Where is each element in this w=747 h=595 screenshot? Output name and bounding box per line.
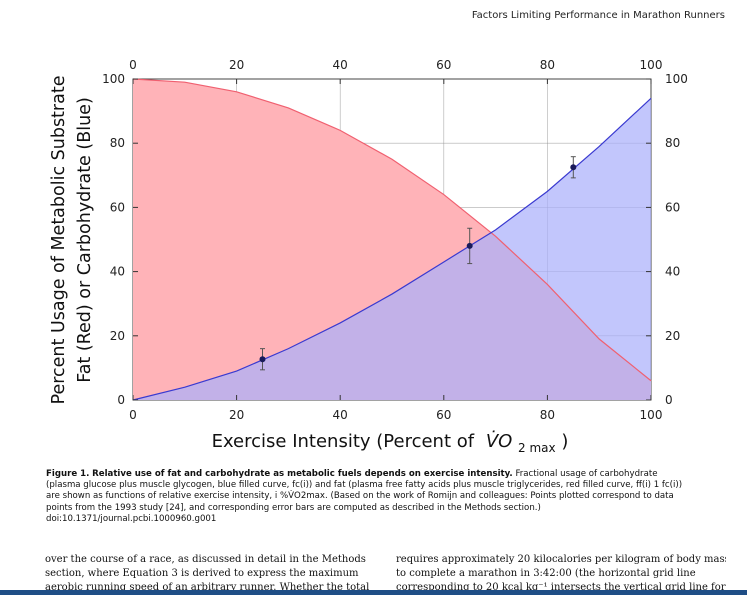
y-tick-label-left: 100 xyxy=(102,72,125,86)
caption-bold-title: Relative use of fat and carbohydrate as … xyxy=(92,469,513,479)
x-tick-label-top: 80 xyxy=(540,58,555,72)
data-point xyxy=(466,242,473,249)
body-left-line-1: over the course of a race, as discussed … xyxy=(45,554,366,565)
caption-line-3: are shown as functions of relative exerc… xyxy=(46,491,674,502)
body-column-right: requires approximately 20 kilocalories p… xyxy=(396,553,726,595)
x-axis-title-subscript: 2 max xyxy=(518,441,556,455)
x-tick-label-bottom: 60 xyxy=(436,408,451,422)
caption-line-2: (plasma glucose plus muscle glycogen, bl… xyxy=(46,480,683,491)
y-tick-label-right: 0 xyxy=(665,393,673,407)
x-tick-label-bottom: 100 xyxy=(640,408,663,422)
y-tick-label-right: 20 xyxy=(665,329,680,343)
figure-caption: Figure 1. Relative use of fat and carboh… xyxy=(46,469,724,525)
series-line-carbohydrate xyxy=(132,97,652,401)
body-left-line-2: section, where Equation 3 is derived to … xyxy=(45,568,359,579)
y-tick-label-left: 0 xyxy=(117,393,125,407)
x-tick-label-bottom: 40 xyxy=(333,408,348,422)
x-axis-title-text: Exercise Intensity (Percent of xyxy=(212,431,475,452)
series-line-fat xyxy=(132,78,652,382)
y-tick-label-right: 100 xyxy=(665,72,688,86)
y-tick-label-left: 20 xyxy=(110,329,125,343)
y-tick-label-left: 60 xyxy=(110,200,125,214)
y-tick-label-right: 40 xyxy=(665,265,680,279)
page-bottom-bar xyxy=(0,590,747,595)
x-tick-label-bottom: 20 xyxy=(229,408,244,422)
x-tick-label-bottom: 0 xyxy=(129,408,137,422)
x-tick-label-bottom: 80 xyxy=(540,408,555,422)
caption-doi[interactable]: doi:10.1371/journal.pcbi.1000960.g001 xyxy=(46,513,217,524)
x-axis-title-symbol: V̇O xyxy=(486,431,512,452)
y-axis-title-line2: Fat (Red) or Carbohydrate (Blue) xyxy=(75,97,95,383)
body-right-line-3: corresponding to 20 kcal kg⁻¹ intersects… xyxy=(396,582,726,593)
body-column-left: over the course of a race, as discussed … xyxy=(45,553,375,595)
data-point xyxy=(570,164,577,171)
x-tick-label-top: 60 xyxy=(436,58,451,72)
data-point xyxy=(259,356,266,363)
body-right-line-2: to complete a marathon in 3:42:00 (the h… xyxy=(396,568,696,579)
caption-label: Figure 1. xyxy=(46,469,90,479)
caption-line-1: Figure 1. Relative use of fat and carboh… xyxy=(46,469,724,480)
x-axis-title: Exercise Intensity (Percent of V̇O 2 max… xyxy=(212,431,569,457)
x-tick-label-top: 100 xyxy=(640,58,663,72)
x-tick-label-top: 40 xyxy=(333,58,348,72)
y-axis-title-line1: Percent Usage of Metabolic Substrate xyxy=(49,76,69,405)
x-tick-label-top: 0 xyxy=(129,58,137,72)
body-left-line-3: aerobic running speed of an arbitrary ru… xyxy=(45,582,370,593)
y-tick-label-left: 40 xyxy=(110,265,125,279)
y-tick-label-right: 60 xyxy=(665,200,680,214)
running-header: Factors Limiting Performance in Marathon… xyxy=(471,10,725,21)
caption-line-4: points from the 1993 study [24], and cor… xyxy=(46,502,541,513)
y-tick-label-left: 80 xyxy=(110,136,125,150)
x-tick-label-top: 20 xyxy=(229,58,244,72)
body-right-line-1: requires approximately 20 kilocalories p… xyxy=(396,554,726,565)
y-tick-label-right: 80 xyxy=(665,136,680,150)
series-area-carbohydrate xyxy=(133,98,651,400)
caption-line1-rest: Fractional usage of carbohydrate xyxy=(515,469,658,479)
